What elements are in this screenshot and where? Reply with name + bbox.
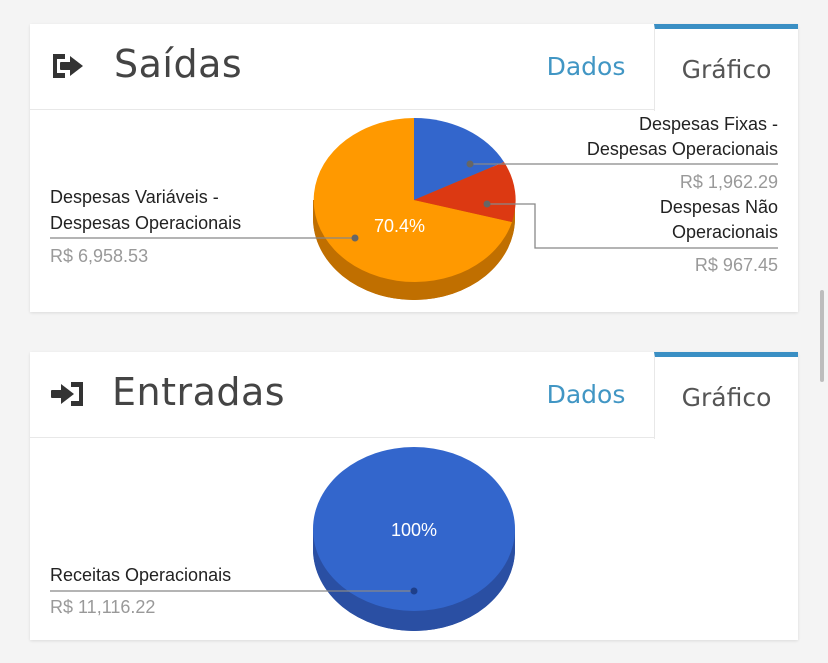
saidas-pie-chart: 70.4% Despesas Fixas - Despesas Operacio…: [50, 114, 778, 300]
amount-despesas-variaveis: R$ 6,958.53: [50, 246, 148, 266]
tab-grafico-label: Gráfico: [681, 383, 772, 412]
saidas-title: Saídas: [114, 42, 243, 86]
tab-dados[interactable]: Dados: [518, 24, 654, 110]
saidas-header: Saídas Dados Gráfico: [30, 24, 798, 111]
tab-dados-label: Dados: [546, 380, 626, 409]
saidas-slice-despesas-nao-operacionais: [414, 162, 516, 222]
leader-dot-despesas-variaveis: [351, 234, 359, 242]
amount-despesas-fixas: R$ 1,962.29: [680, 172, 778, 192]
entradas-header: Entradas Dados Gráfico: [30, 352, 798, 439]
tab-grafico[interactable]: Gráfico: [654, 24, 798, 111]
tab-dados-label: Dados: [546, 52, 626, 81]
leader-dot-despesas-nao-operacionais: [483, 200, 491, 208]
saidas-card: Saídas Dados Gráfico 70.4% Despesas Fixa…: [30, 24, 798, 312]
amount-despesas-nao-operacionais: R$ 967.45: [695, 255, 778, 275]
sign-out-icon: [53, 54, 83, 78]
tab-grafico-label: Gráfico: [681, 55, 772, 84]
label-despesas-nao-operacionais-line2: Operacionais: [672, 222, 778, 242]
label-despesas-fixas-line2: Despesas Operacionais: [587, 139, 778, 159]
entradas-percent-label: 100%: [391, 520, 437, 540]
entradas-slice-receitas-operacionais: [313, 447, 515, 611]
entradas-pie-chart: 100% Receitas Operacionais R$ 11,116.22: [50, 447, 515, 631]
label-receitas-operacionais: Receitas Operacionais: [50, 565, 231, 585]
label-despesas-variaveis-line2: Despesas Operacionais: [50, 213, 241, 233]
page-scrollbar[interactable]: [820, 290, 824, 382]
tab-grafico[interactable]: Gráfico: [654, 352, 798, 439]
tab-dados[interactable]: Dados: [518, 352, 654, 438]
leader-dot-despesas-fixas: [466, 160, 474, 168]
label-despesas-nao-operacionais-line1: Despesas Não: [660, 197, 778, 217]
saidas-slice-despesas-variaveis: [313, 118, 512, 282]
entradas-card: Entradas Dados Gráfico 100% Receitas Ope…: [30, 352, 798, 640]
leader-line-despesas-nao-operacionais: [487, 203, 778, 249]
entradas-title: Entradas: [112, 370, 286, 414]
leader-dot-receitas-operacionais: [410, 587, 418, 595]
saidas-slice-despesas-fixas: [414, 117, 504, 200]
sign-in-icon: [51, 382, 83, 406]
label-despesas-fixas-line1: Despesas Fixas -: [639, 114, 778, 134]
label-despesas-variaveis-line1: Despesas Variáveis -: [50, 187, 219, 207]
saidas-percent-label: 70.4%: [374, 216, 425, 236]
amount-receitas-operacionais: R$ 11,116.22: [50, 597, 155, 617]
